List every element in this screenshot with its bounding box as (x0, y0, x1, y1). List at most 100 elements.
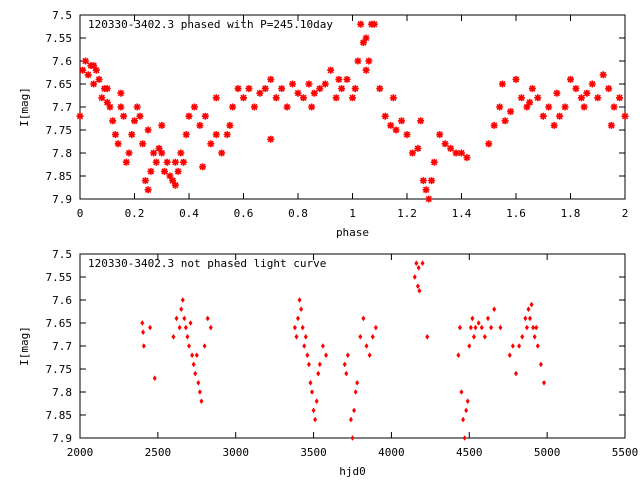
chart2-data-point (420, 260, 425, 266)
chart2-data-point (342, 361, 347, 368)
chart2-data-point (416, 265, 421, 271)
chart1-data-point (308, 103, 316, 111)
chart1-data-point (561, 103, 569, 111)
chart1-data-point (182, 131, 190, 139)
chart1-data-point (223, 131, 231, 139)
chart1-data-point (261, 85, 269, 93)
chart2-x-tick-label: 5500 (612, 446, 639, 459)
chart1-data-point (267, 135, 275, 143)
chart1-data-point (218, 149, 226, 157)
chart1-data-point (512, 75, 520, 83)
chart2-data-point (462, 435, 467, 441)
chart1-y-tick-label: 7.5 (52, 9, 72, 22)
chart2-data-point (313, 416, 318, 423)
chart2-data-point (524, 324, 529, 331)
chart1-data-point (171, 158, 179, 166)
chart1-data-point (98, 94, 106, 102)
chart2-data-point (193, 370, 198, 377)
chart1-data-point (76, 112, 84, 120)
chart2-data-point (542, 380, 547, 386)
chart1-data-point (160, 167, 168, 175)
chart1-x-tick-label: 0.4 (179, 207, 199, 220)
chart1-data-point (196, 121, 204, 129)
chart1-y-tick-label: 7.7 (52, 101, 72, 114)
chart2-data-point (196, 380, 201, 386)
chart1-data-point (125, 149, 133, 157)
chart2-x-tick-label: 2500 (145, 446, 172, 459)
chart1-data-point (354, 57, 362, 65)
chart2-y-tick-label: 7.7 (52, 340, 72, 353)
chart2-data-point (303, 334, 308, 340)
chart1-data-point (490, 121, 498, 129)
chart2-data-point (492, 306, 497, 312)
chart2-y-tick-label: 7.85 (46, 409, 73, 422)
chart2-data-point (202, 343, 207, 349)
chart2-data-point (367, 352, 372, 358)
chart2-x-tick-label: 4000 (378, 446, 405, 459)
chart2-data-point (489, 324, 494, 331)
chart1-data-point (539, 112, 547, 120)
chart1-data-point (370, 20, 378, 28)
chart1-data-point (267, 75, 275, 83)
chart2-data-point (171, 334, 176, 340)
chart1-x-tick-label: 1.6 (506, 207, 526, 220)
chart2-data-point (352, 407, 357, 414)
chart1-x-tick-label: 1.8 (561, 207, 581, 220)
chart1-x-tick-label: 1.4 (452, 207, 472, 220)
chart1-data-point (362, 66, 370, 74)
chart2-data-point (350, 435, 355, 441)
chart2-data-point (457, 324, 462, 331)
chart1-data-point (523, 103, 531, 111)
chart1-data-point (90, 80, 98, 88)
chart1-data-point (245, 85, 253, 93)
chart2-data-point (414, 260, 419, 266)
chart2-data-point (177, 324, 182, 331)
chart1-data-point (387, 121, 395, 129)
chart1-x-tick-label: 1 (349, 207, 356, 220)
chart1-data-point (376, 85, 384, 93)
chart2-data-point (299, 306, 304, 312)
chart1-data-point (588, 80, 596, 88)
chart1-data-point (212, 131, 220, 139)
chart2-data-point (425, 334, 430, 340)
chart2-data-point (479, 324, 484, 331)
chart2-data-point (292, 324, 297, 331)
chart2-data-point (415, 283, 420, 289)
chart2-data-point (412, 274, 417, 280)
chart1-data-point (234, 85, 242, 93)
chart2-data-point (514, 370, 518, 377)
chart2-data-point (417, 288, 422, 294)
chart1-data-point (419, 177, 427, 185)
chart1-data-point (463, 154, 471, 162)
chart1-data-point (283, 103, 291, 111)
chart2-data-point (510, 343, 515, 349)
chart1-data-point (430, 158, 438, 166)
chart1-data-point (599, 71, 607, 79)
chart2-data-point (529, 301, 534, 308)
chart2-x-tick-label: 2000 (67, 446, 94, 459)
chart1-data-point (357, 20, 365, 28)
chart1-y-tick-label: 7.85 (46, 170, 73, 183)
chart1-data-point (169, 177, 177, 185)
chart1-data-point (447, 144, 455, 152)
chart1-x-tick-label: 1.2 (397, 207, 417, 220)
chart1-data-point (580, 103, 588, 111)
chart2-data-point (364, 343, 369, 349)
chart1-data-point (128, 131, 136, 139)
chart2-data-point (199, 398, 204, 404)
chart1-data-point (526, 98, 534, 106)
chart1-data-point (166, 172, 174, 180)
chart1-data-point (139, 140, 147, 148)
chart1-data-point (398, 117, 406, 125)
chart2-data-point (297, 297, 302, 303)
chart1-data-point (122, 158, 130, 166)
chart2-data-point (476, 320, 481, 326)
chart1-data-point (185, 112, 193, 120)
chart1-data-point (144, 186, 152, 194)
chart2-data-point (314, 398, 319, 404)
chart2-data-point (182, 315, 187, 322)
chart2-data-point (465, 398, 470, 404)
chart1-data-point (158, 149, 166, 157)
chart1-data-point (90, 62, 98, 70)
